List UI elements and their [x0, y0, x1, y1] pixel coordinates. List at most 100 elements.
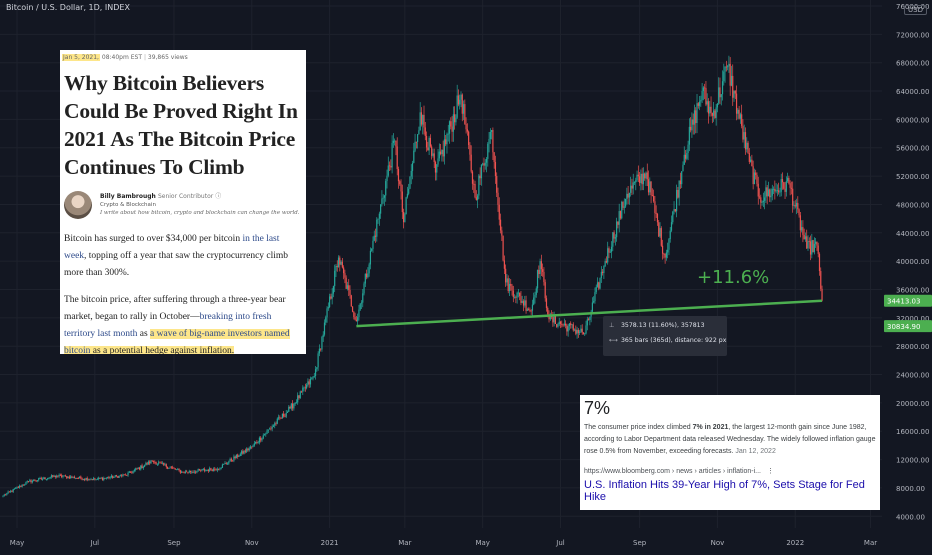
candle-body[interactable] — [198, 469, 201, 470]
candle-body[interactable] — [244, 450, 246, 452]
candle-body[interactable] — [353, 311, 355, 318]
candle-body[interactable] — [681, 171, 683, 185]
candle-body[interactable] — [636, 174, 638, 181]
candle-body[interactable] — [332, 286, 335, 294]
candle-body[interactable] — [594, 292, 596, 302]
candle-body[interactable] — [792, 188, 794, 206]
candle-body[interactable] — [793, 205, 795, 206]
candle-body[interactable] — [464, 104, 466, 124]
candle-body[interactable] — [628, 192, 630, 198]
candle-body[interactable] — [62, 476, 64, 478]
candle-body[interactable] — [676, 190, 678, 212]
candle-body[interactable] — [599, 277, 601, 289]
candle-body[interactable] — [577, 329, 579, 333]
candle-body[interactable] — [299, 391, 301, 399]
candle-body[interactable] — [595, 286, 597, 293]
candle-body[interactable] — [405, 197, 407, 215]
candle-body[interactable] — [794, 205, 796, 207]
candle-body[interactable] — [29, 480, 31, 482]
candle-body[interactable] — [101, 477, 104, 480]
candle-body[interactable] — [307, 381, 309, 385]
candle-body[interactable] — [197, 469, 199, 471]
candle-body[interactable] — [68, 476, 70, 479]
p1-link[interactable]: in the last week — [64, 234, 280, 261]
candle-body[interactable] — [441, 149, 443, 155]
candle-body[interactable] — [728, 63, 730, 67]
candle-body[interactable] — [785, 181, 787, 192]
candle-body[interactable] — [260, 437, 262, 441]
candle-body[interactable] — [673, 209, 675, 212]
candle-body[interactable] — [17, 487, 19, 489]
candle-body[interactable] — [468, 131, 470, 145]
candle-body[interactable] — [670, 222, 673, 231]
candle-body[interactable] — [175, 469, 178, 471]
candle-body[interactable] — [58, 474, 60, 477]
candle-body[interactable] — [752, 166, 754, 185]
candle-body[interactable] — [498, 204, 500, 220]
candle-body[interactable] — [55, 475, 58, 478]
candle-body[interactable] — [334, 270, 336, 287]
candle-body[interactable] — [215, 469, 217, 471]
candle-body[interactable] — [161, 462, 164, 464]
candle-body[interactable] — [419, 112, 421, 131]
candle-body[interactable] — [820, 271, 822, 289]
candle-body[interactable] — [70, 476, 72, 479]
candle-body[interactable] — [772, 188, 775, 190]
candle-body[interactable] — [150, 460, 152, 464]
candle-body[interactable] — [655, 212, 657, 214]
candle-body[interactable] — [686, 152, 688, 159]
candle-body[interactable] — [322, 334, 324, 337]
candle-body[interactable] — [300, 391, 303, 393]
candle-body[interactable] — [612, 232, 614, 247]
candle-body[interactable] — [75, 478, 77, 479]
candle-body[interactable] — [729, 63, 731, 86]
candle-body[interactable] — [52, 475, 54, 477]
candle-body[interactable] — [423, 114, 425, 128]
candle-body[interactable] — [767, 189, 770, 197]
candle-body[interactable] — [451, 126, 453, 132]
candle-body[interactable] — [15, 487, 17, 489]
candle-body[interactable] — [587, 319, 590, 321]
candle-body[interactable] — [522, 301, 525, 306]
candle-body[interactable] — [427, 147, 429, 151]
candle-body[interactable] — [501, 230, 503, 236]
candle-body[interactable] — [372, 240, 374, 249]
candle-body[interactable] — [454, 114, 456, 123]
candle-body[interactable] — [622, 201, 624, 208]
candle-body[interactable] — [38, 478, 40, 481]
candle-body[interactable] — [331, 293, 333, 299]
candle-body[interactable] — [646, 172, 648, 180]
candle-body[interactable] — [26, 481, 28, 483]
candle-body[interactable] — [100, 477, 102, 479]
candle-body[interactable] — [3, 494, 5, 496]
candle-body[interactable] — [16, 487, 18, 489]
candle-body[interactable] — [771, 188, 773, 196]
candle-body[interactable] — [165, 464, 167, 467]
candle-body[interactable] — [567, 326, 569, 332]
candle-body[interactable] — [775, 190, 777, 192]
candle-body[interactable] — [801, 227, 803, 231]
candle-body[interactable] — [12, 489, 14, 492]
candle-body[interactable] — [371, 248, 373, 251]
candle-body[interactable] — [619, 211, 622, 219]
candle-body[interactable] — [544, 282, 546, 299]
candle-body[interactable] — [424, 127, 426, 136]
candle-body[interactable] — [739, 114, 741, 119]
trendline[interactable] — [356, 299, 823, 328]
candle-body[interactable] — [656, 213, 659, 223]
candle-body[interactable] — [730, 75, 733, 86]
candle-body[interactable] — [394, 140, 396, 142]
candle-body[interactable] — [72, 476, 74, 478]
candle-body[interactable] — [575, 329, 577, 334]
candle-body[interactable] — [64, 475, 67, 477]
candle-body[interactable] — [557, 324, 559, 327]
candle-body[interactable] — [572, 324, 574, 331]
candle-body[interactable] — [196, 470, 198, 473]
candle-body[interactable] — [626, 193, 628, 199]
candle-body[interactable] — [110, 475, 113, 478]
candle-body[interactable] — [513, 296, 516, 298]
candle-body[interactable] — [516, 292, 518, 298]
candle-body[interactable] — [684, 154, 687, 159]
candle-body[interactable] — [641, 173, 643, 185]
candle-body[interactable] — [632, 182, 634, 189]
